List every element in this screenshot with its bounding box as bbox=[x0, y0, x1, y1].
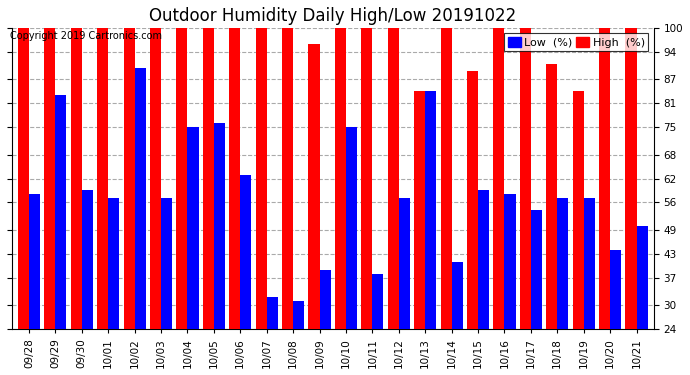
Bar bbox=[203, 28, 214, 375]
Legend: Low  (%), High  (%): Low (%), High (%) bbox=[504, 33, 648, 51]
Bar bbox=[573, 92, 584, 375]
Bar bbox=[610, 250, 621, 375]
Bar bbox=[319, 270, 331, 375]
Bar bbox=[18, 28, 29, 375]
Bar bbox=[150, 28, 161, 375]
Bar bbox=[546, 64, 558, 375]
Bar bbox=[214, 123, 225, 375]
Bar bbox=[504, 194, 515, 375]
Bar bbox=[388, 28, 399, 375]
Bar bbox=[177, 28, 188, 375]
Bar bbox=[440, 28, 452, 375]
Bar bbox=[44, 28, 55, 375]
Bar bbox=[335, 28, 346, 375]
Bar bbox=[414, 92, 425, 375]
Bar bbox=[478, 190, 489, 375]
Bar bbox=[70, 28, 82, 375]
Bar bbox=[293, 302, 304, 375]
Bar bbox=[452, 262, 463, 375]
Bar bbox=[240, 174, 251, 375]
Bar bbox=[97, 28, 108, 375]
Bar bbox=[493, 28, 504, 375]
Bar bbox=[308, 44, 319, 375]
Bar bbox=[558, 198, 569, 375]
Title: Outdoor Humidity Daily High/Low 20191022: Outdoor Humidity Daily High/Low 20191022 bbox=[149, 7, 516, 25]
Bar bbox=[467, 72, 478, 375]
Bar bbox=[425, 92, 436, 375]
Bar bbox=[267, 297, 278, 375]
Bar bbox=[346, 127, 357, 375]
Bar bbox=[625, 28, 637, 375]
Bar bbox=[599, 28, 610, 375]
Bar bbox=[531, 210, 542, 375]
Bar bbox=[520, 28, 531, 375]
Bar bbox=[255, 28, 267, 375]
Bar bbox=[108, 198, 119, 375]
Bar bbox=[373, 274, 384, 375]
Bar bbox=[362, 28, 373, 375]
Bar bbox=[124, 28, 135, 375]
Bar bbox=[82, 190, 93, 375]
Bar bbox=[229, 28, 240, 375]
Bar bbox=[161, 198, 172, 375]
Bar bbox=[282, 28, 293, 375]
Bar bbox=[637, 226, 648, 375]
Bar bbox=[29, 194, 40, 375]
Bar bbox=[55, 95, 66, 375]
Bar bbox=[399, 198, 410, 375]
Bar bbox=[584, 198, 595, 375]
Bar bbox=[135, 68, 146, 375]
Bar bbox=[188, 127, 199, 375]
Text: Copyright 2019 Cartronics.com: Copyright 2019 Cartronics.com bbox=[10, 32, 162, 41]
